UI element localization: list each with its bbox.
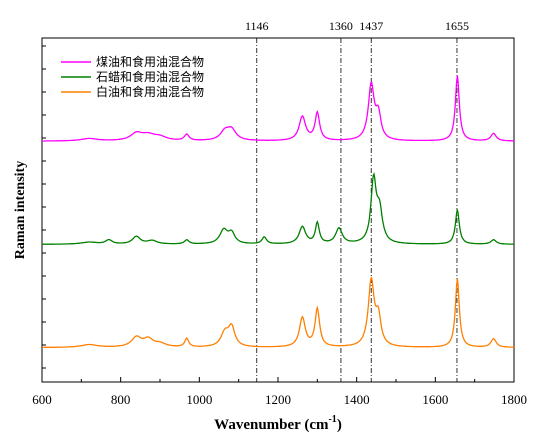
x-tick-label: 800 bbox=[111, 392, 131, 407]
series-line bbox=[42, 171, 515, 245]
x-axis-label-sup: -1 bbox=[328, 414, 336, 425]
series-line bbox=[42, 276, 514, 349]
y-axis-label: Raman intensity bbox=[13, 161, 28, 259]
legend-label: 煤油和食用油混合物 bbox=[96, 54, 204, 69]
x-tick-label: 1600 bbox=[422, 392, 448, 407]
legend-label: 石蜡和食用油混合物 bbox=[96, 69, 204, 84]
x-tick-label: 1400 bbox=[344, 392, 370, 407]
x-axis-label-main: Wavenumber (cm bbox=[214, 417, 329, 433]
marker-label: 1146 bbox=[245, 19, 269, 33]
x-tick-label: 600 bbox=[32, 392, 52, 407]
series-line bbox=[42, 75, 514, 142]
x-tick-label: 1200 bbox=[265, 392, 291, 407]
marker-label: 1360 bbox=[329, 19, 353, 33]
x-axis-label: Wavenumber (cm-1) bbox=[214, 414, 342, 433]
x-axis-label-close: ) bbox=[337, 417, 342, 433]
vertical-markers: 1146 1360 1437 1655 bbox=[245, 19, 469, 382]
legend-label: 白油和食用油混合物 bbox=[96, 84, 204, 99]
x-tick-label: 1800 bbox=[501, 392, 527, 407]
marker-label: 1655 bbox=[445, 19, 469, 33]
series-lines bbox=[42, 75, 515, 349]
x-tick-label: 1000 bbox=[186, 392, 212, 407]
marker-label: 1437 bbox=[359, 19, 383, 33]
y-minor-ticks bbox=[42, 45, 46, 369]
x-axis-ticks: 600 800 1000 1200 1400 1600 1800 bbox=[32, 377, 527, 407]
